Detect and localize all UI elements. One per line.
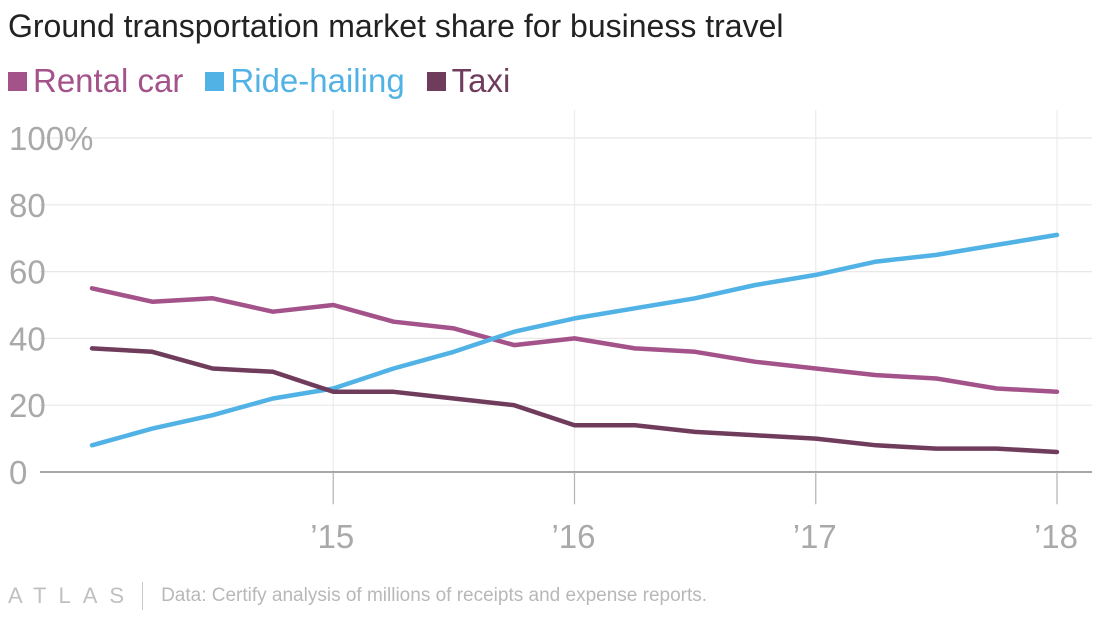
series-line-ride-hailing [89, 232, 1060, 448]
legend-item-rental-car: Rental car [8, 62, 183, 100]
legend: Rental car Ride-hailing Taxi [8, 62, 532, 100]
legend-label-taxi: Taxi [451, 62, 511, 99]
y-tick-label: 40 [9, 320, 46, 357]
footer: ATLAS Data: Certify analysis of millions… [8, 582, 707, 610]
atlas-logo: ATLAS [8, 583, 137, 608]
x-tick-label: ’16 [551, 518, 595, 555]
legend-swatch-taxi [426, 71, 446, 91]
source-note: Data: Certify analysis of millions of re… [161, 585, 708, 606]
y-tick-label: 20 [9, 387, 46, 424]
series-line-taxi [89, 346, 1060, 455]
x-tick-label: ’18 [1034, 518, 1078, 555]
footer-divider [142, 582, 144, 610]
legend-label-ride-hailing: Ride-hailing [230, 62, 405, 99]
y-tick-label: 80 [9, 187, 46, 224]
x-tick-label: ’15 [310, 518, 354, 555]
y-tick-label: 60 [9, 254, 46, 291]
x-tick-label: ’17 [793, 518, 837, 555]
legend-swatch-ride-hailing [205, 71, 225, 91]
legend-swatch-rental-car [8, 71, 27, 91]
y-tick-label: 0 [9, 454, 27, 491]
legend-item-ride-hailing: Ride-hailing [205, 62, 405, 100]
y-tick-label: 100% [9, 120, 93, 157]
series-line-rental-car [89, 286, 1060, 395]
legend-label-rental-car: Rental car [33, 62, 184, 99]
chart-title: Ground transportation market share for b… [8, 8, 784, 44]
legend-item-taxi: Taxi [426, 62, 511, 100]
